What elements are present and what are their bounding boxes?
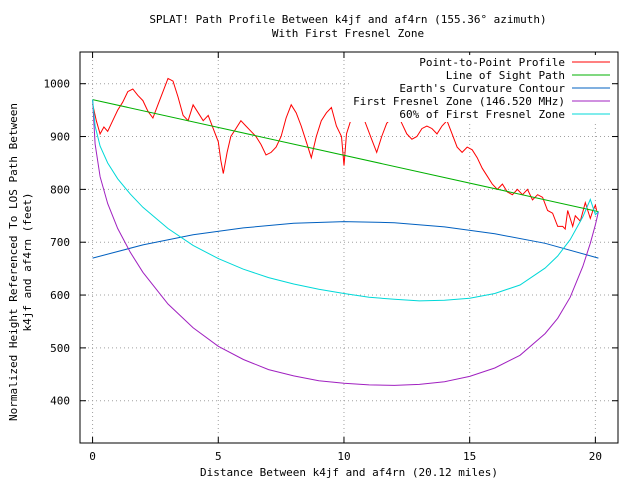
series-line-3 — [92, 99, 599, 386]
x-tick-label: 5 — [215, 450, 222, 463]
chart-subtitle: With First Fresnel Zone — [272, 27, 424, 40]
legend-label-4: 60% of First Fresnel Zone — [399, 108, 565, 121]
x-axis-label: Distance Between k4jf and af4rn (20.12 m… — [200, 466, 498, 479]
series-line-2 — [92, 221, 599, 259]
legend-background — [349, 55, 611, 122]
plot-frame — [79, 51, 619, 444]
tick-labels: 0 5 10 15 20 400 500 600 700 800 900 1000 — [44, 78, 602, 463]
x-tick-label: 10 — [337, 450, 350, 463]
x-tick-label: 20 — [589, 450, 602, 463]
legend-label-1: Line of Sight Path — [446, 69, 565, 82]
ticks — [80, 52, 618, 443]
y-axis-label-group-2: k4jf and af4rn (feet) — [21, 192, 34, 331]
y-tick-label: 400 — [50, 395, 70, 408]
y-tick-label: 800 — [50, 183, 70, 196]
y-tick-label: 700 — [50, 236, 70, 249]
y-tick-label: 900 — [50, 131, 70, 144]
y-tick-label: 600 — [50, 289, 70, 302]
y-axis-label-line1: Normalized Height Referenced To LOS Path… — [7, 103, 20, 421]
series-line-0 — [92, 77, 598, 231]
legend-label-2: Earth's Curvature Contour — [399, 82, 565, 95]
x-tick-label: 15 — [463, 450, 476, 463]
legend-label-0: Point-to-Point Profile — [419, 56, 565, 69]
y-tick-label: 500 — [50, 342, 70, 355]
series-line-4 — [92, 99, 599, 302]
x-tick-label: 0 — [89, 450, 96, 463]
chart-title: SPLAT! Path Profile Between k4jf and af4… — [149, 13, 546, 26]
y-axis-label-group: Normalized Height Referenced To LOS Path… — [7, 103, 20, 421]
series-line-1 — [92, 99, 599, 213]
y-axis-label-line2: k4jf and af4rn (feet) — [21, 192, 34, 331]
y-tick-label: 1000 — [44, 78, 71, 91]
plot-lines — [92, 77, 599, 386]
legend-label-3: First Fresnel Zone (146.520 MHz) — [353, 95, 565, 108]
